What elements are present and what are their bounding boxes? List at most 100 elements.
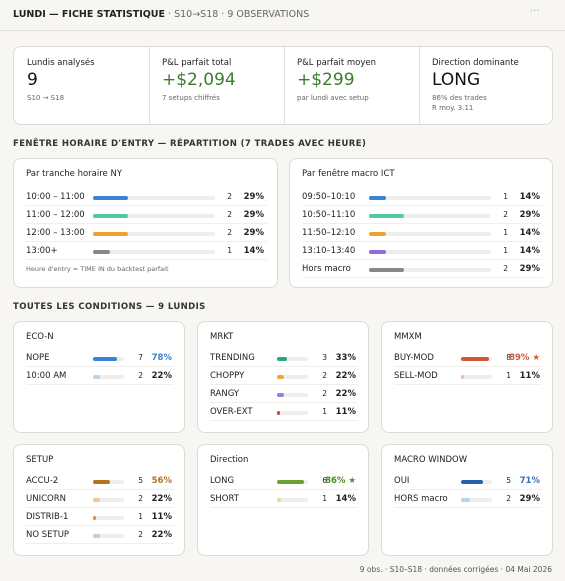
pct: 22% <box>335 389 356 399</box>
bar <box>93 480 111 484</box>
count: 1 <box>138 512 143 521</box>
bar-track <box>277 393 308 397</box>
pct: 14% <box>335 494 356 504</box>
row-label: UNICORN <box>26 494 66 504</box>
row-label: 10:00 AM <box>26 371 67 381</box>
bar-track <box>461 375 492 379</box>
count: 2 <box>322 389 327 398</box>
row-divider <box>210 366 358 367</box>
bar <box>369 250 387 254</box>
card: ECO-N NOPE 7 78% 10:00 AM 2 22% <box>13 321 185 433</box>
row-label: 11:00 – 12:00 <box>26 210 85 220</box>
row-label: OVER-EXT <box>210 407 253 417</box>
row-divider <box>210 402 358 403</box>
count: 1 <box>506 371 511 380</box>
divider <box>0 30 565 31</box>
count: 2 <box>503 264 508 273</box>
pct: 14% <box>519 246 540 256</box>
card: Par fenêtre macro ICT 09:50–10:10 1 14% 10:5… <box>289 158 553 288</box>
count: 2 <box>506 494 511 503</box>
row-divider <box>26 543 174 544</box>
bar <box>93 232 129 236</box>
pct: 11% <box>151 512 172 522</box>
card-title: MMXM <box>394 332 422 342</box>
row-label: NO SETUP <box>26 530 70 540</box>
row-divider <box>302 259 542 260</box>
kpi-value: +$299 <box>297 70 355 90</box>
bar-track <box>93 498 124 502</box>
pct: 14% <box>243 246 264 256</box>
kpi-note: 7 setups chiffrés <box>162 94 220 102</box>
bar-track <box>93 232 215 236</box>
pct: 22% <box>151 494 172 504</box>
pct: 29% <box>243 192 264 202</box>
pct: 11% <box>519 371 540 381</box>
count: 2 <box>138 494 143 503</box>
header-title: LUNDI — FICHE STATISTIQUE <box>13 9 166 20</box>
kpi-label: P&L parfait moyen <box>297 58 377 68</box>
count: 1 <box>322 407 327 416</box>
row-label: 13:00+ <box>26 246 58 256</box>
card-title: ECO-N <box>26 332 54 342</box>
bar-track <box>93 250 215 254</box>
count: 1 <box>503 192 508 201</box>
kpi-note: 86% des trades <box>432 94 487 102</box>
count: 6 <box>322 476 327 485</box>
card: Direction LONG 6 86% ★ SHORT 1 14% <box>197 444 369 556</box>
bar-track <box>461 480 492 484</box>
bar <box>369 196 387 200</box>
bar-track <box>461 357 492 361</box>
row-label: 11:50–12:10 <box>302 228 356 238</box>
pct: 14% <box>519 228 540 238</box>
bar <box>277 393 284 397</box>
menu[interactable]: ··· <box>530 6 540 17</box>
row-divider <box>210 384 358 385</box>
section-title: TOUTES LES CONDITIONS — 9 LUNDIS <box>13 302 206 312</box>
row-divider <box>26 525 174 526</box>
bar-track <box>461 498 492 502</box>
count: 2 <box>322 371 327 380</box>
row-label: Hors macro <box>302 264 351 274</box>
row-divider <box>394 384 542 385</box>
row-divider <box>394 366 542 367</box>
row-divider <box>26 384 174 385</box>
card-title: MACRO WINDOW <box>394 455 468 465</box>
row-label: 10:50–11:10 <box>302 210 356 220</box>
bar-track <box>369 214 491 218</box>
count: 1 <box>322 494 327 503</box>
kpi-label: P&L parfait total <box>162 58 232 68</box>
bar <box>369 214 405 218</box>
row-divider <box>26 366 174 367</box>
pct: 78% <box>151 353 172 363</box>
pct: 33% <box>335 353 356 363</box>
bar <box>93 498 100 502</box>
bar <box>93 375 100 379</box>
bar <box>93 534 100 538</box>
bar <box>369 232 387 236</box>
bar <box>461 357 489 361</box>
bar <box>277 357 288 361</box>
bar-track <box>369 268 491 272</box>
bar <box>93 214 129 218</box>
row-label: DISTRIB-1 <box>26 512 69 522</box>
count: 2 <box>227 210 232 219</box>
header: LUNDI — FICHE STATISTIQUE · S10→S18 · 9 … <box>13 9 309 20</box>
row-label: CHOPPY <box>210 371 245 381</box>
row-label: 09:50–10:10 <box>302 192 356 202</box>
kpi-note: R moy. 3.11 <box>432 104 474 112</box>
kpi-divider <box>284 47 285 124</box>
count: 5 <box>506 476 511 485</box>
pct: 86% ★ <box>325 476 356 486</box>
count: 1 <box>503 228 508 237</box>
row-label: LONG <box>210 476 235 486</box>
count: 2 <box>227 228 232 237</box>
kpi-divider <box>419 47 420 124</box>
count: 2 <box>138 371 143 380</box>
bar <box>369 268 405 272</box>
bar-track <box>277 480 308 484</box>
pct: 89% ★ <box>509 353 540 363</box>
row-divider <box>210 489 358 490</box>
row-label: 13:10–13:40 <box>302 246 356 256</box>
footnote: Heure d'entry = TIME IN du backtest parf… <box>26 265 169 273</box>
